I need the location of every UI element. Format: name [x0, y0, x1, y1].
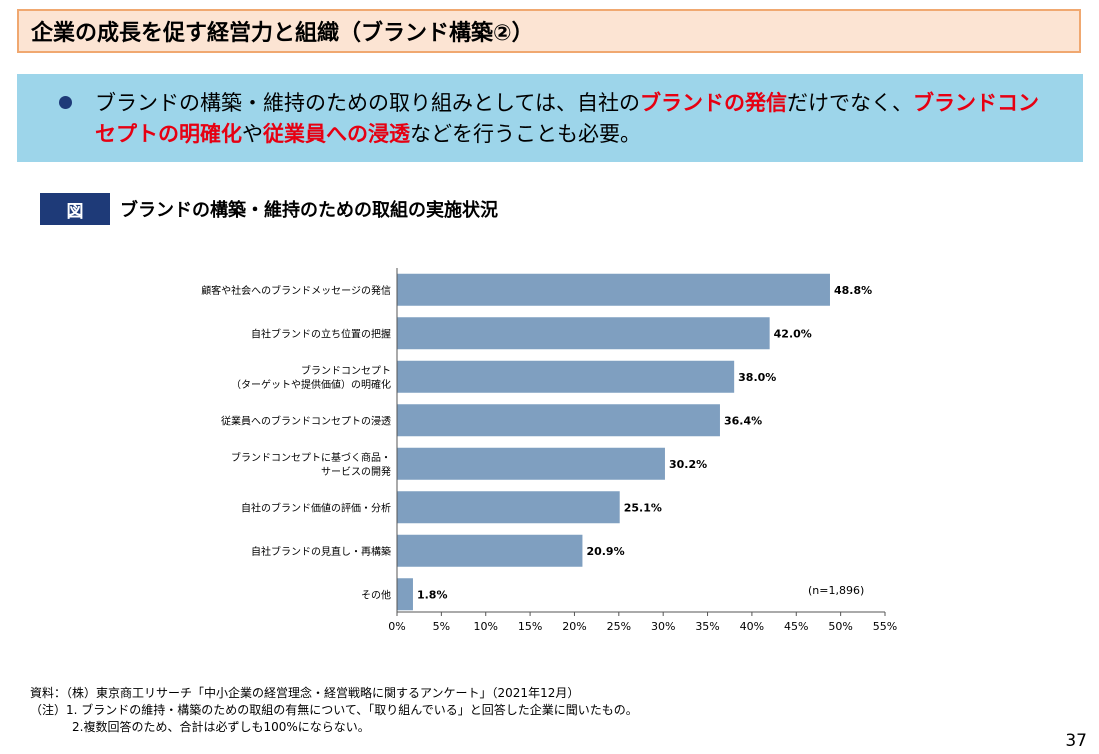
summary-highlight: ブランドコンセプトの明確化 — [95, 91, 1039, 146]
summary-box: ブランドの構築・維持のための取り組みとしては、自社のブランドの発信だけでなく、ブ… — [17, 74, 1083, 162]
data-label: 25.1% — [624, 501, 662, 514]
x-tick-label: 55% — [873, 620, 897, 633]
x-tick-label: 45% — [784, 620, 808, 633]
summary-text: ブランドの構築・維持のための取り組みとしては、自社のブランドの発信だけでなく、ブ… — [95, 88, 1055, 150]
category-label: 自社のブランド価値の評価・分析 — [241, 501, 391, 514]
figure-label: 図 — [40, 193, 110, 225]
bar — [397, 317, 770, 350]
figure-title: ブランドの構築・維持のための取組の実施状況 — [120, 200, 498, 221]
summary-highlight: 従業員への浸透 — [263, 122, 410, 146]
category-label: 自社ブランドの見直し・再構築 — [251, 545, 391, 558]
summary-segment: などを行うことも必要。 — [410, 122, 641, 146]
data-label: 42.0% — [774, 327, 812, 340]
x-tick-label: 25% — [607, 620, 631, 633]
x-tick-label: 35% — [695, 620, 719, 633]
data-label: 36.4% — [724, 414, 762, 427]
bar — [397, 404, 720, 437]
page-number: 37 — [1065, 731, 1087, 751]
category-label: サービスの開発 — [321, 465, 391, 478]
category-label: 顧客や社会へのブランドメッセージの発信 — [201, 284, 391, 297]
bar — [397, 491, 620, 524]
x-tick-label: 50% — [828, 620, 852, 633]
bar — [397, 447, 665, 480]
x-tick-label: 0% — [388, 620, 405, 633]
category-label: その他 — [361, 588, 391, 601]
x-tick-label: 10% — [474, 620, 498, 633]
bar — [397, 534, 583, 567]
source-note: 資料：（株）東京商工リサーチ「中小企業の経営理念・経営戦略に関するアンケート」（… — [30, 686, 580, 700]
bar — [397, 360, 735, 393]
sample-size-note: (n=1,896) — [808, 584, 864, 597]
category-label: 従業員へのブランドコンセプトの浸透 — [221, 414, 391, 427]
summary-highlight: ブランドの発信 — [639, 91, 787, 115]
bar — [397, 578, 413, 611]
title-banner: 企業の成長を促す経営力と組織（ブランド構築②） — [17, 9, 1081, 53]
x-tick-label: 5% — [433, 620, 450, 633]
bar — [397, 273, 830, 306]
note-2: 2.複数回答のため、合計は必ずしも100%にならない。 — [72, 720, 370, 734]
data-label: 48.8% — [834, 284, 872, 297]
category-label: （ターゲットや提供価値）の明確化 — [231, 378, 391, 391]
summary-segment: ブランドの構築・維持のための取り組みとしては、自社の — [95, 91, 640, 115]
x-tick-label: 15% — [518, 620, 542, 633]
data-label: 30.2% — [669, 458, 707, 471]
summary-segment: や — [242, 122, 263, 146]
x-tick-label: 40% — [740, 620, 764, 633]
summary-segment: だけでなく、 — [786, 91, 913, 115]
data-label: 38.0% — [738, 371, 776, 384]
x-tick-label: 30% — [651, 620, 675, 633]
category-label: ブランドコンセプトに基づく商品・ — [231, 451, 391, 464]
category-label: ブランドコンセプト — [301, 364, 391, 377]
data-label: 1.8% — [417, 588, 448, 601]
category-label: 自社ブランドの立ち位置の把握 — [251, 327, 391, 340]
x-tick-label: 20% — [562, 620, 586, 633]
footer-notes: 資料：（株）東京商工リサーチ「中小企業の経営理念・経営戦略に関するアンケート」（… — [30, 685, 638, 736]
page-title: 企業の成長を促す経営力と組織（ブランド構築②） — [31, 21, 534, 46]
bullet-icon — [59, 96, 72, 109]
data-label: 20.9% — [586, 545, 624, 558]
note-1: （注）1. ブランドの維持・構築のための取組の有無について、「取り組んでいる」と… — [30, 703, 638, 717]
